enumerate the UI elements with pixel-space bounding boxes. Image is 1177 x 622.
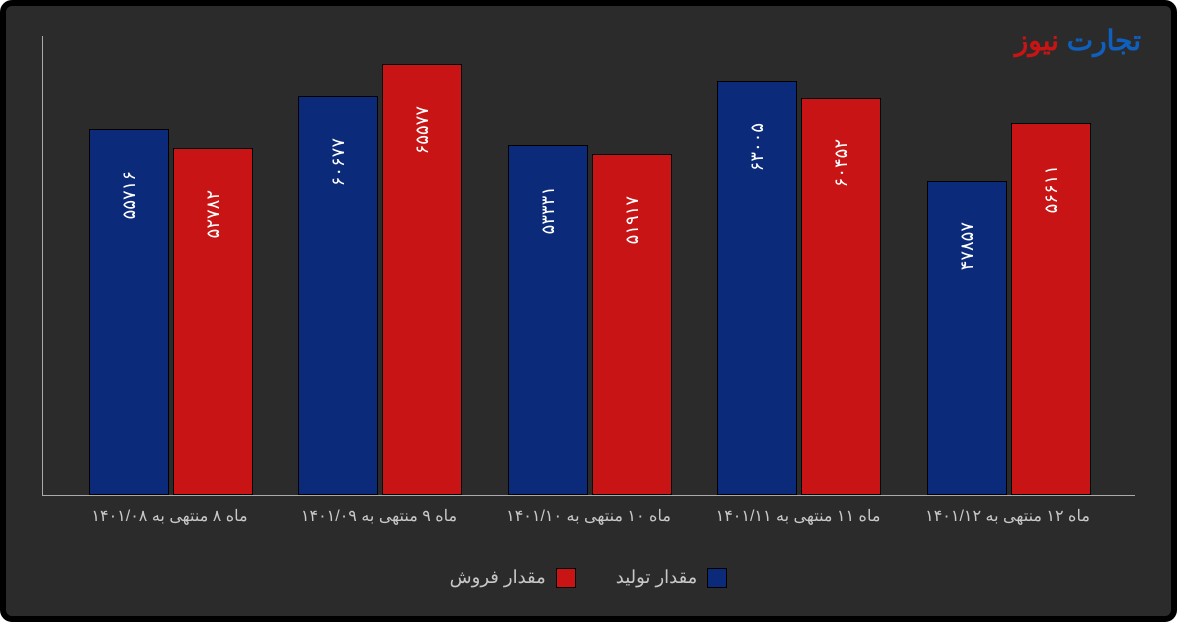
bar-value-label: ۴۷۸۵۷ bbox=[956, 222, 978, 270]
legend-swatch-sales bbox=[556, 568, 576, 588]
bar-group: ۵۳۳۳۱ ۵۱۹۱۷ bbox=[508, 36, 672, 495]
legend-item-sales: مقدار فروش bbox=[450, 567, 576, 588]
bar-value-label: ۶۳۰۰۵ bbox=[746, 123, 768, 171]
plot-area: ۵۵۷۱۶ ۵۲۷۸۲ ۶۰۶۷۷ ۶۵۵۷۷ ۵۳۳۳۱ ۵۱۹۱۷ ۶۳۰۰۵ ۶۰۴۵۲… bbox=[42, 36, 1135, 496]
bar-value-label: ۵۶۶۱۱ bbox=[1040, 165, 1062, 213]
chart-frame: تجارت نیوز ۵۵۷۱۶۵۲۷۸۲۶۰۶۷۷۶۵۵۷۷۵۳۳۳۱۵۱۹۱… bbox=[0, 0, 1177, 622]
legend-label-sales: مقدار فروش bbox=[450, 567, 546, 588]
legend-item-production: مقدار تولید bbox=[616, 567, 728, 588]
bar-value-label: ۵۳۳۳۱ bbox=[537, 186, 559, 234]
bar-value-label: ۶۵۵۷۷ bbox=[411, 106, 433, 154]
legend: مقدار تولید مقدار فروش bbox=[6, 567, 1171, 588]
legend-swatch-production bbox=[707, 568, 727, 588]
bar-value-label: ۶۰۴۵۲ bbox=[830, 139, 852, 187]
bar-group: ۶۰۶۷۷ ۶۵۵۷۷ bbox=[298, 36, 462, 495]
x-axis-label: ماه ۸ منتهی به ۱۴۰۱/۰۸ bbox=[70, 506, 270, 526]
bar-value-label: ۵۵۷۱۶ bbox=[118, 171, 140, 219]
x-axis-label: ماه ۱۲ منتهی به ۱۴۰۱/۱۲ bbox=[908, 506, 1108, 526]
bar-group: ۵۵۷۱۶ ۵۲۷۸۲ bbox=[89, 36, 253, 495]
x-axis-label: ماه ۱۱ منتهی به ۱۴۰۱/۱۱ bbox=[698, 506, 898, 526]
bar-group: ۴۷۸۵۷ ۵۶۶۱۱ bbox=[927, 36, 1091, 495]
bar-group: ۶۳۰۰۵ ۶۰۴۵۲ bbox=[717, 36, 881, 495]
x-axis-labels: ماه ۸ منتهی به ۱۴۰۱/۰۸ ماه ۹ منتهی به ۱۴۰… bbox=[42, 506, 1135, 536]
bar-value-label: ۶۰۶۷۷ bbox=[327, 138, 349, 186]
x-axis-label: ماه ۹ منتهی به ۱۴۰۱/۰۹ bbox=[279, 506, 479, 526]
bar-value-label: ۵۱۹۱۷ bbox=[621, 196, 643, 244]
bar-value-label: ۵۲۷۸۲ bbox=[202, 190, 224, 238]
x-axis-label: ماه ۱۰ منتهی به ۱۴۰۱/۱۰ bbox=[489, 506, 689, 526]
legend-label-production: مقدار تولید bbox=[616, 567, 698, 588]
